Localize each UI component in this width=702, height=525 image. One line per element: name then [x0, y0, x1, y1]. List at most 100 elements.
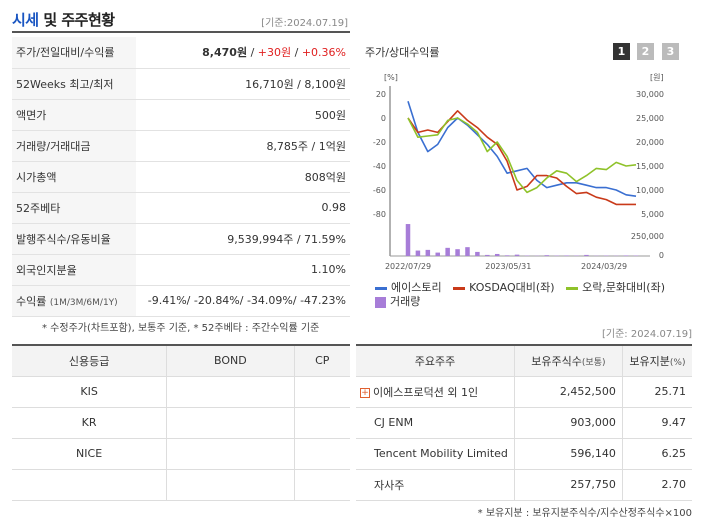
chart-legend: 에이스토리 KOSDAQ대비(좌) 오락,문화대비(좌) — [375, 279, 665, 295]
holder-name-cell: + 이에스프로덕션 외 1인 — [356, 376, 515, 408]
volume-bar — [514, 254, 520, 256]
info-value: 1.10% — [136, 254, 350, 286]
left-tick-label: 20 — [376, 90, 386, 99]
right-tick-label: 25,000 — [636, 114, 664, 123]
agency-name: KIS — [12, 376, 168, 408]
credit-row: KIS — [12, 376, 350, 408]
agency-name: KR — [12, 407, 168, 439]
holders-footnote: * 보유지분 : 보유지분주식수/지수산정주식수×100 — [477, 508, 692, 519]
volume-bar — [485, 254, 490, 256]
holders-header: 보유지분(%) — [622, 344, 692, 377]
price-relative-return-chart: [%] [원] 20 0 -20 -40 -60 -80 30,000 25,000 20,00… — [373, 73, 664, 271]
price-change: +30원 — [257, 46, 292, 60]
agency-name: NICE — [12, 438, 168, 470]
info-row: 52주베타 0.98 — [12, 192, 350, 224]
holder-row: 자사주 257,750 2.70 — [356, 469, 692, 501]
holder-pct: 2.70 — [622, 469, 692, 501]
info-value: 0.98 — [136, 192, 350, 224]
info-label: 시가총액 — [12, 161, 136, 193]
holder-pct: 9.47 — [622, 407, 692, 439]
expand-plus-icon[interactable]: + — [360, 387, 370, 398]
info-label: 52Weeks 최고/최저 — [12, 68, 136, 100]
info-label: 외국인지분율 — [12, 254, 136, 286]
holder-name: Tencent Mobility Limited — [356, 438, 515, 470]
legend-item-volume[interactable]: 거래량 — [375, 293, 420, 309]
info-label: 액면가 — [12, 99, 136, 131]
cp-rating — [294, 407, 350, 439]
info-row: 52Weeks 최고/최저 16,710원 / 8,100원 — [12, 68, 350, 100]
holder-row: CJ ENM 903,000 9.47 — [356, 407, 692, 439]
info-value: 808억원 — [136, 161, 350, 193]
x-tick-label: 2023/05/31 — [485, 262, 531, 271]
holders-header: 보유주식수(보통) — [514, 344, 623, 377]
holder-shares: 2,452,500 — [514, 376, 623, 408]
kosdaq-relative-line — [407, 109, 636, 206]
bond-rating — [166, 438, 295, 470]
right-tick-label: 15,000 — [636, 162, 664, 171]
cp-rating — [294, 376, 350, 408]
credit-header: 신용등급 — [12, 344, 168, 377]
info-label: 52주베타 — [12, 192, 136, 224]
info-value: 500원 — [136, 99, 350, 131]
section-title: 시세 및 주주현황 — [12, 11, 115, 29]
info-value: 9,539,994주 / 71.59% — [136, 223, 350, 255]
returns-row: 수익률 (1M/3M/6M/1Y) -9.41%/ -20.84%/ -34.0… — [12, 285, 350, 317]
holder-name: 이에스프로덕션 외 1인 — [373, 385, 479, 399]
credit-row: KR — [12, 407, 350, 439]
volume-tick-label: 0 — [659, 251, 664, 260]
x-tick-label: 2024/03/29 — [581, 262, 627, 271]
volume-bar — [504, 255, 510, 256]
bond-rating — [166, 407, 295, 439]
holder-name: CJ ENM — [356, 407, 515, 439]
price-label: 주가/전일대비/수익률 — [12, 37, 136, 69]
reference-date: [기준:2024.07.19] — [261, 18, 348, 29]
left-axis-unit: [%] — [384, 73, 398, 82]
volume-bar — [623, 255, 629, 256]
holders-header: 주요주주 — [356, 344, 515, 377]
credit-row — [12, 469, 350, 501]
credit-header: CP — [294, 344, 350, 377]
left-tick-label: -20 — [373, 138, 386, 147]
header-divider — [12, 31, 350, 33]
volume-bar — [405, 224, 411, 256]
left-tick-label: -60 — [373, 186, 386, 195]
legend-item-price[interactable]: 에이스토리 — [375, 281, 442, 294]
price-value-cell: 8,470원 / +30원 / +0.36% — [136, 37, 350, 69]
info-row: 발행주식수/유동비율 9,539,994주 / 71.59% — [12, 223, 350, 255]
info-value: 16,710원 / 8,100원 — [136, 68, 350, 100]
bond-rating — [166, 469, 295, 501]
legend-swatch — [375, 296, 386, 308]
agency-name — [12, 469, 168, 501]
chart-period-button-1[interactable]: 1 — [613, 43, 630, 60]
credit-header: BOND — [166, 344, 295, 377]
volume-bar — [494, 253, 500, 256]
legend-item-entertainment[interactable]: 오락,문화대비(좌) — [566, 281, 665, 294]
x-tick-label: 2022/07/29 — [385, 262, 431, 271]
holder-pct: 6.25 — [622, 438, 692, 470]
chart-period-button-3[interactable]: 3 — [662, 43, 679, 60]
volume-bar — [425, 249, 431, 256]
holder-shares: 903,000 — [514, 407, 623, 439]
left-tick-label: 0 — [381, 114, 386, 123]
chart-period-button-2[interactable]: 2 — [637, 43, 654, 60]
info-footnote: * 수정주가(차트포함), 보통주 기준, * 52주베타 : 주간수익률 기준 — [42, 323, 320, 334]
price-row: 주가/전일대비/수익률 8,470원 / +30원 / +0.36% — [12, 37, 350, 69]
volume-bar — [455, 249, 460, 256]
volume-tick-label: 250,000 — [631, 232, 664, 241]
legend-swatch — [566, 286, 579, 290]
info-row: 외국인지분율 1.10% — [12, 254, 350, 286]
legend-item-kosdaq[interactable]: KOSDAQ대비(좌) — [453, 281, 555, 294]
credit-rating-table: 신용등급 BOND CP KIS KR NICE — [12, 344, 350, 501]
info-value: 8,785주 / 1억원 — [136, 130, 350, 162]
holder-name: 자사주 — [356, 469, 515, 501]
holders-reference-date: [기준: 2024.07.19] — [601, 329, 692, 340]
holders-header-row: 주요주주 보유주식수(보통) 보유지분(%) — [356, 344, 692, 377]
price-info-table: 주가/전일대비/수익률 8,470원 / +30원 / +0.36% 52Wee… — [12, 37, 350, 317]
info-row: 거래량/거래대금 8,785주 / 1억원 — [12, 130, 350, 162]
cp-rating — [294, 469, 350, 501]
returns-value: -9.41%/ -20.84%/ -34.09%/ -47.23% — [136, 285, 350, 317]
holder-shares: 257,750 — [514, 469, 623, 501]
info-label: 발행주식수/유동비율 — [12, 223, 136, 255]
holder-row: Tencent Mobility Limited 596,140 6.25 — [356, 438, 692, 470]
right-tick-label: 10,000 — [636, 186, 664, 195]
